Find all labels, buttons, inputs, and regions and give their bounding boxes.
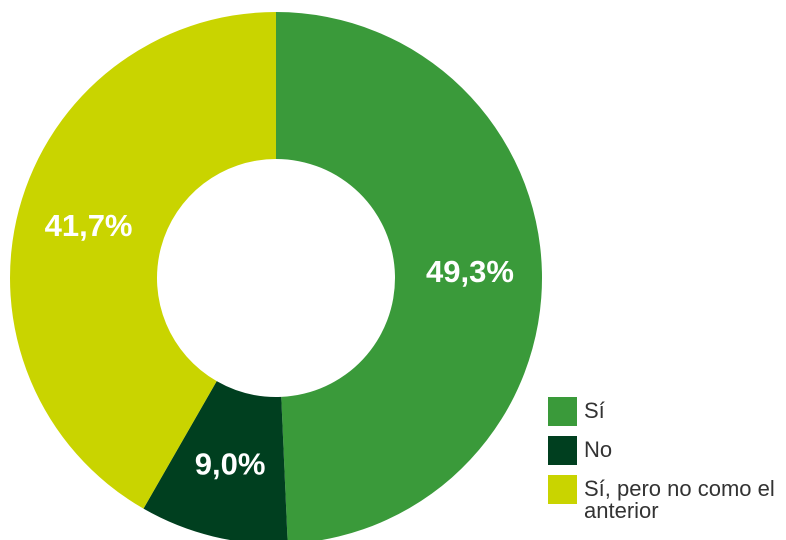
legend-swatch	[548, 475, 577, 504]
legend-swatch	[548, 397, 577, 426]
legend-label: Sí	[584, 398, 605, 423]
legend-label: Sí, pero no como el anterior	[584, 476, 775, 523]
donut-segment	[9, 12, 276, 509]
legend-label: No	[584, 437, 613, 462]
legend-item: No	[548, 436, 786, 465]
donut-segment	[276, 12, 543, 540]
data-label: 49,3%	[426, 254, 514, 289]
legend-item: Sí	[548, 397, 786, 426]
legend-item: Sí, pero no como el anterior	[548, 475, 786, 522]
legend-swatch	[548, 436, 577, 465]
donut-segment	[143, 381, 288, 540]
data-label: 41,7%	[45, 208, 133, 243]
data-label: 9,0%	[195, 447, 266, 482]
legend: Sí No Sí, pero no como el anterior	[548, 397, 786, 532]
